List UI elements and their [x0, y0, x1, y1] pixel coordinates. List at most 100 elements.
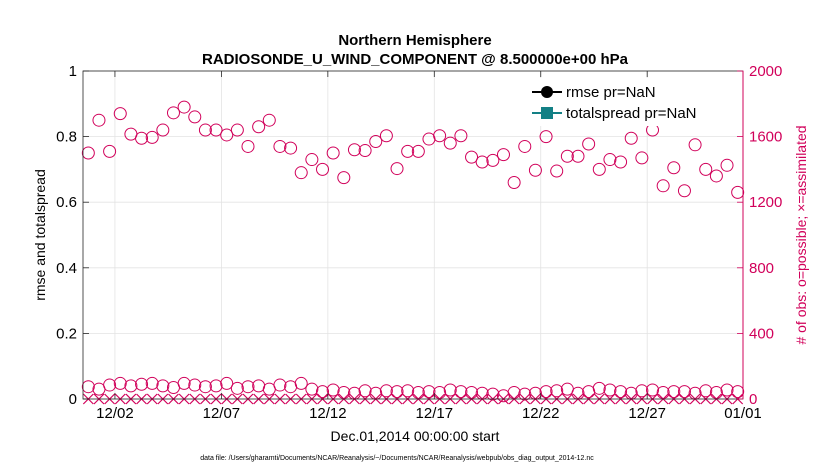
y-axis-label-left: rmse and totalspread: [32, 169, 48, 301]
obs-possible-point: [411, 144, 425, 158]
obs-possible-point: [81, 146, 95, 160]
obs-possible-point: [390, 385, 404, 399]
obs-possible-point: [124, 379, 138, 393]
obs-possible-point: [465, 150, 479, 164]
obs-possible-point: [198, 380, 212, 394]
y-tick-label-right: 1200: [749, 194, 782, 211]
y-tick-label-left: 0.2: [56, 325, 77, 342]
obs-possible-point: [582, 137, 596, 151]
obs-possible-point: [135, 377, 149, 391]
y-tick-label-left: 1: [69, 63, 77, 80]
obs-possible-point: [475, 155, 489, 169]
obs-possible-point: [614, 155, 628, 169]
obs-possible-point: [614, 385, 628, 399]
obs-possible-point: [635, 384, 649, 398]
obs-possible-point: [603, 153, 617, 167]
x-tick-label: 12/12: [309, 405, 347, 422]
obs-possible-point: [550, 164, 564, 178]
obs-possible-point: [677, 184, 691, 198]
obs-possible-point: [294, 166, 308, 180]
legend-totalspread-label: totalspread pr=NaN: [566, 105, 697, 122]
obs-possible-point: [316, 385, 330, 399]
obs-possible-point: [699, 384, 713, 398]
y-tick-label-right: 2000: [749, 63, 782, 80]
obs-possible-point: [284, 141, 298, 155]
y-tick-label-right: 800: [749, 260, 774, 277]
y-tick-label-left: 0.4: [56, 260, 77, 277]
obs-possible-point: [273, 378, 287, 392]
obs-possible-point: [603, 383, 617, 397]
obs-possible-point: [592, 162, 606, 176]
y-tick-label-left: 0: [69, 391, 77, 408]
obs-possible-point: [592, 381, 606, 395]
obs-possible-point: [496, 148, 510, 162]
x-tick-label: 12/27: [628, 405, 666, 422]
obs-possible-point: [166, 106, 180, 120]
obs-possible-point: [262, 113, 276, 127]
obs-possible-point: [507, 176, 521, 190]
obs-possible-point: [369, 135, 383, 149]
obs-possible-point: [571, 149, 585, 163]
obs-possible-point: [113, 376, 127, 390]
obs-possible-point: [443, 136, 457, 150]
obs-possible-point: [677, 385, 691, 399]
obs-possible-point: [518, 139, 532, 153]
obs-possible-point: [198, 123, 212, 137]
obs-possible-point: [433, 129, 447, 143]
obs-possible-point: [220, 128, 234, 142]
obs-possible-point: [326, 146, 340, 160]
obs-possible-point: [731, 185, 745, 199]
obs-possible-point: [443, 383, 457, 397]
obs-possible-point: [635, 151, 649, 165]
obs-possible-point: [230, 123, 244, 137]
y-tick-label-left: 0.8: [56, 129, 77, 146]
obs-possible-point: [188, 110, 202, 124]
axis-layer: 12/02 12/07 12/12 12/17 12/22 12/27 01/0100.20…: [56, 63, 782, 422]
obs-possible-point: [624, 131, 638, 145]
obs-possible-point: [188, 378, 202, 392]
obs-possible-point: [486, 153, 500, 167]
obs-possible-point: [550, 384, 564, 398]
obs-possible-point: [145, 376, 159, 390]
obs-possible-point: [646, 383, 660, 397]
obs-possible-point: [667, 385, 681, 399]
obs-possible-point: [358, 144, 372, 158]
obs-possible-point: [294, 376, 308, 390]
obs-possible-point: [209, 123, 223, 137]
x-tick-label: 12/07: [203, 405, 241, 422]
obs-possible-point: [656, 179, 670, 193]
obs-possible-point: [156, 379, 170, 393]
x-tick-label: 01/01: [724, 405, 762, 422]
chart-title-line2: RADIOSONDE_U_WIND_COMPONENT @ 8.500000e+…: [202, 51, 629, 68]
obs-possible-point: [699, 162, 713, 176]
obs-possible-point: [560, 149, 574, 163]
obs-possible-point: [688, 138, 702, 152]
obs-possible-point: [135, 131, 149, 145]
obs-possible-point: [720, 383, 734, 397]
obs-possible-point: [145, 130, 159, 144]
obs-possible-point: [103, 378, 117, 392]
obs-possible-point: [347, 143, 361, 157]
obs-possible-point: [177, 376, 191, 390]
x-axis-label: Dec.01,2014 00:00:00 start: [331, 428, 500, 444]
obs-possible-point: [81, 380, 95, 394]
legend-totalspread-marker: [541, 107, 553, 119]
y-tick-label-right: 400: [749, 325, 774, 342]
obs-possible-point: [454, 129, 468, 143]
legend-box: [526, 78, 736, 126]
legend-rmse-label: rmse pr=NaN: [566, 84, 656, 101]
obs-possible-point: [390, 162, 404, 176]
obs-possible-point: [401, 384, 415, 398]
obs-possible-point: [667, 161, 681, 175]
obs-possible-point: [241, 380, 255, 394]
legend: rmse pr=NaN totalspread pr=NaN: [526, 78, 736, 126]
y-axis-label-right: # of obs: o=possible; ×=assimilated: [793, 125, 809, 344]
obs-possible-point: [379, 129, 393, 143]
obs-possible-point: [305, 382, 319, 396]
obs-possible-point: [709, 169, 723, 183]
obs-possible-point: [316, 162, 330, 176]
legend-rmse-marker: [541, 86, 553, 98]
chart-title-line1: Northern Hemisphere: [338, 32, 491, 49]
obs-possible-point: [156, 123, 170, 137]
